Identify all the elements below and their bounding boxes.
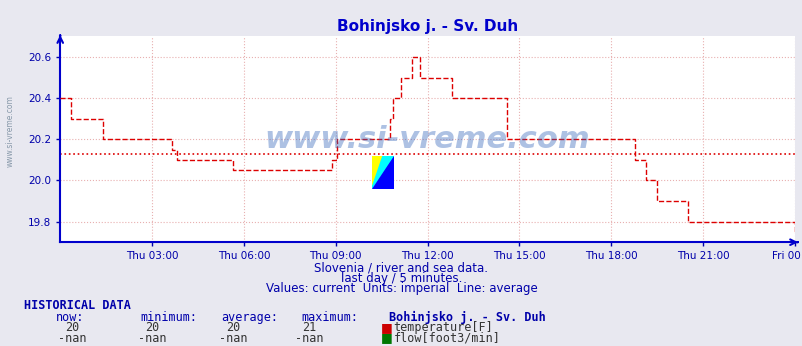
Text: maximum:: maximum: — [301, 311, 358, 324]
Text: -nan: -nan — [294, 331, 323, 345]
Polygon shape — [371, 156, 394, 189]
Text: flow[foot3/min]: flow[foot3/min] — [393, 331, 500, 345]
Text: -nan: -nan — [218, 331, 247, 345]
Text: 20: 20 — [65, 321, 79, 335]
Text: 20: 20 — [145, 321, 160, 335]
Text: ■: ■ — [380, 331, 392, 345]
Text: ■: ■ — [380, 321, 392, 335]
Text: -nan: -nan — [138, 331, 167, 345]
Text: now:: now: — [56, 311, 84, 324]
Title: Bohinjsko j. - Sv. Duh: Bohinjsko j. - Sv. Duh — [337, 19, 517, 34]
Text: HISTORICAL DATA: HISTORICAL DATA — [24, 299, 131, 312]
Text: Slovenia / river and sea data.: Slovenia / river and sea data. — [314, 262, 488, 275]
Text: temperature[F]: temperature[F] — [393, 321, 492, 335]
Text: minimum:: minimum: — [140, 311, 197, 324]
Text: average:: average: — [221, 311, 277, 324]
Text: Bohinjsko j. - Sv. Duh: Bohinjsko j. - Sv. Duh — [389, 311, 545, 324]
Text: www.si-vreme.com: www.si-vreme.com — [6, 95, 15, 167]
Polygon shape — [371, 156, 394, 189]
Polygon shape — [371, 156, 383, 189]
Text: last day / 5 minutes.: last day / 5 minutes. — [340, 272, 462, 285]
Text: Values: current  Units: imperial  Line: average: Values: current Units: imperial Line: av… — [265, 282, 537, 295]
Text: 21: 21 — [302, 321, 316, 335]
Text: www.si-vreme.com: www.si-vreme.com — [265, 125, 589, 154]
Text: -nan: -nan — [58, 331, 87, 345]
Text: 20: 20 — [225, 321, 240, 335]
